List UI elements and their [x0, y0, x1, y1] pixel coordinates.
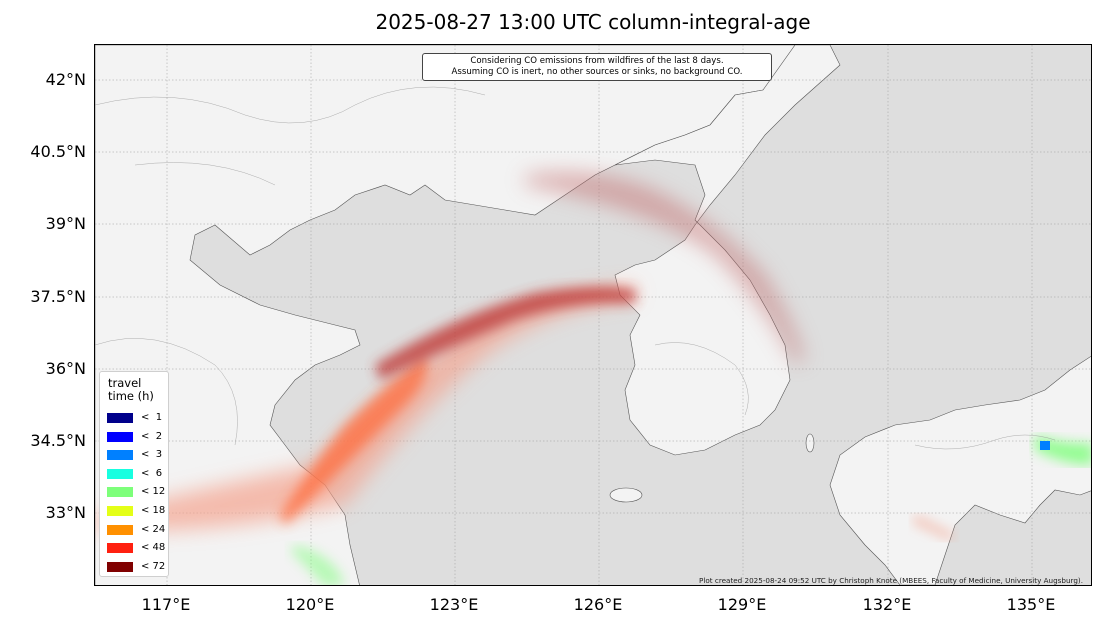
lon-tick-label: 120°E	[285, 595, 335, 614]
legend-swatch	[107, 543, 133, 554]
lon-tick-label: 117°E	[141, 595, 191, 614]
lon-tick-label: 132°E	[862, 595, 912, 614]
map-panel: Considering CO emissions from wildfires …	[94, 44, 1092, 586]
lat-tick-label: 36°N	[45, 359, 86, 378]
japan-land	[829, 355, 1091, 585]
legend-item: < 6	[107, 467, 169, 480]
lon-tick-label: 126°E	[573, 595, 623, 614]
legend-swatch	[107, 561, 133, 572]
lat-tick-label: 39°N	[45, 214, 86, 233]
legend-swatch	[107, 450, 133, 461]
legend-label: < 6	[141, 467, 163, 479]
annotation-line-2: Assuming CO is inert, no other sources o…	[451, 67, 743, 77]
lat-tick-label: 40.5°N	[30, 142, 86, 161]
legend-item: < 24	[107, 523, 169, 536]
lon-tick-label: 135°E	[1006, 595, 1056, 614]
legend-label: < 12	[141, 486, 166, 498]
legend-item: < 72	[107, 560, 169, 573]
legend-item: < 2	[107, 430, 169, 443]
credit-text: Plot created 2025-08-24 09:52 UTC by Chr…	[699, 576, 1083, 585]
lat-tick-label: 42°N	[45, 70, 86, 89]
legend: travel time (h) < 1 < 2 < 3 < 6 < 12 < 18 < 24…	[99, 371, 169, 577]
map-canvas: Considering CO emissions from wildfires …	[95, 45, 1091, 585]
lat-tick-label: 37.5°N	[30, 287, 86, 306]
legend-swatch	[107, 506, 133, 516]
legend-label: < 72	[141, 560, 166, 572]
legend-item: < 48	[107, 542, 169, 554]
lon-tick-label: 129°E	[717, 595, 767, 614]
plot-title: 2025-08-27 13:00 UTC column-integral-age	[375, 10, 811, 34]
annotation-box: Considering CO emissions from wildfires …	[422, 53, 772, 81]
lon-tick-label: 123°E	[429, 595, 479, 614]
legend-label: < 2	[141, 430, 163, 442]
graticule	[95, 45, 1091, 585]
legend-swatch	[107, 468, 133, 479]
legend-title-line-2: time (h)	[108, 389, 154, 403]
lat-tick-label: 34.5°N	[30, 431, 86, 450]
legend-swatch	[107, 431, 133, 442]
lat-tick-label: 33°N	[45, 503, 86, 522]
annotation-line-1: Considering CO emissions from wildfires …	[470, 56, 724, 66]
jeju-island	[609, 487, 643, 503]
legend-swatch	[107, 413, 133, 423]
legend-swatch	[107, 524, 133, 535]
legend-label: < 18	[141, 505, 166, 516]
legend-label: < 24	[141, 523, 166, 535]
legend-label: < 1	[141, 412, 163, 423]
legend-item: < 18	[107, 505, 169, 517]
tsushima-island	[805, 433, 815, 453]
legend-swatch	[107, 487, 133, 498]
legend-item: < 12	[107, 486, 169, 498]
legend-title-line-1: travel	[108, 376, 142, 390]
legend-title: travel time (h)	[108, 377, 168, 403]
admin-boundaries	[95, 86, 1056, 450]
legend-item: < 3	[107, 449, 169, 461]
legend-item: < 1	[107, 412, 169, 424]
legend-label: < 3	[141, 449, 163, 461]
legend-label: < 48	[141, 542, 166, 554]
